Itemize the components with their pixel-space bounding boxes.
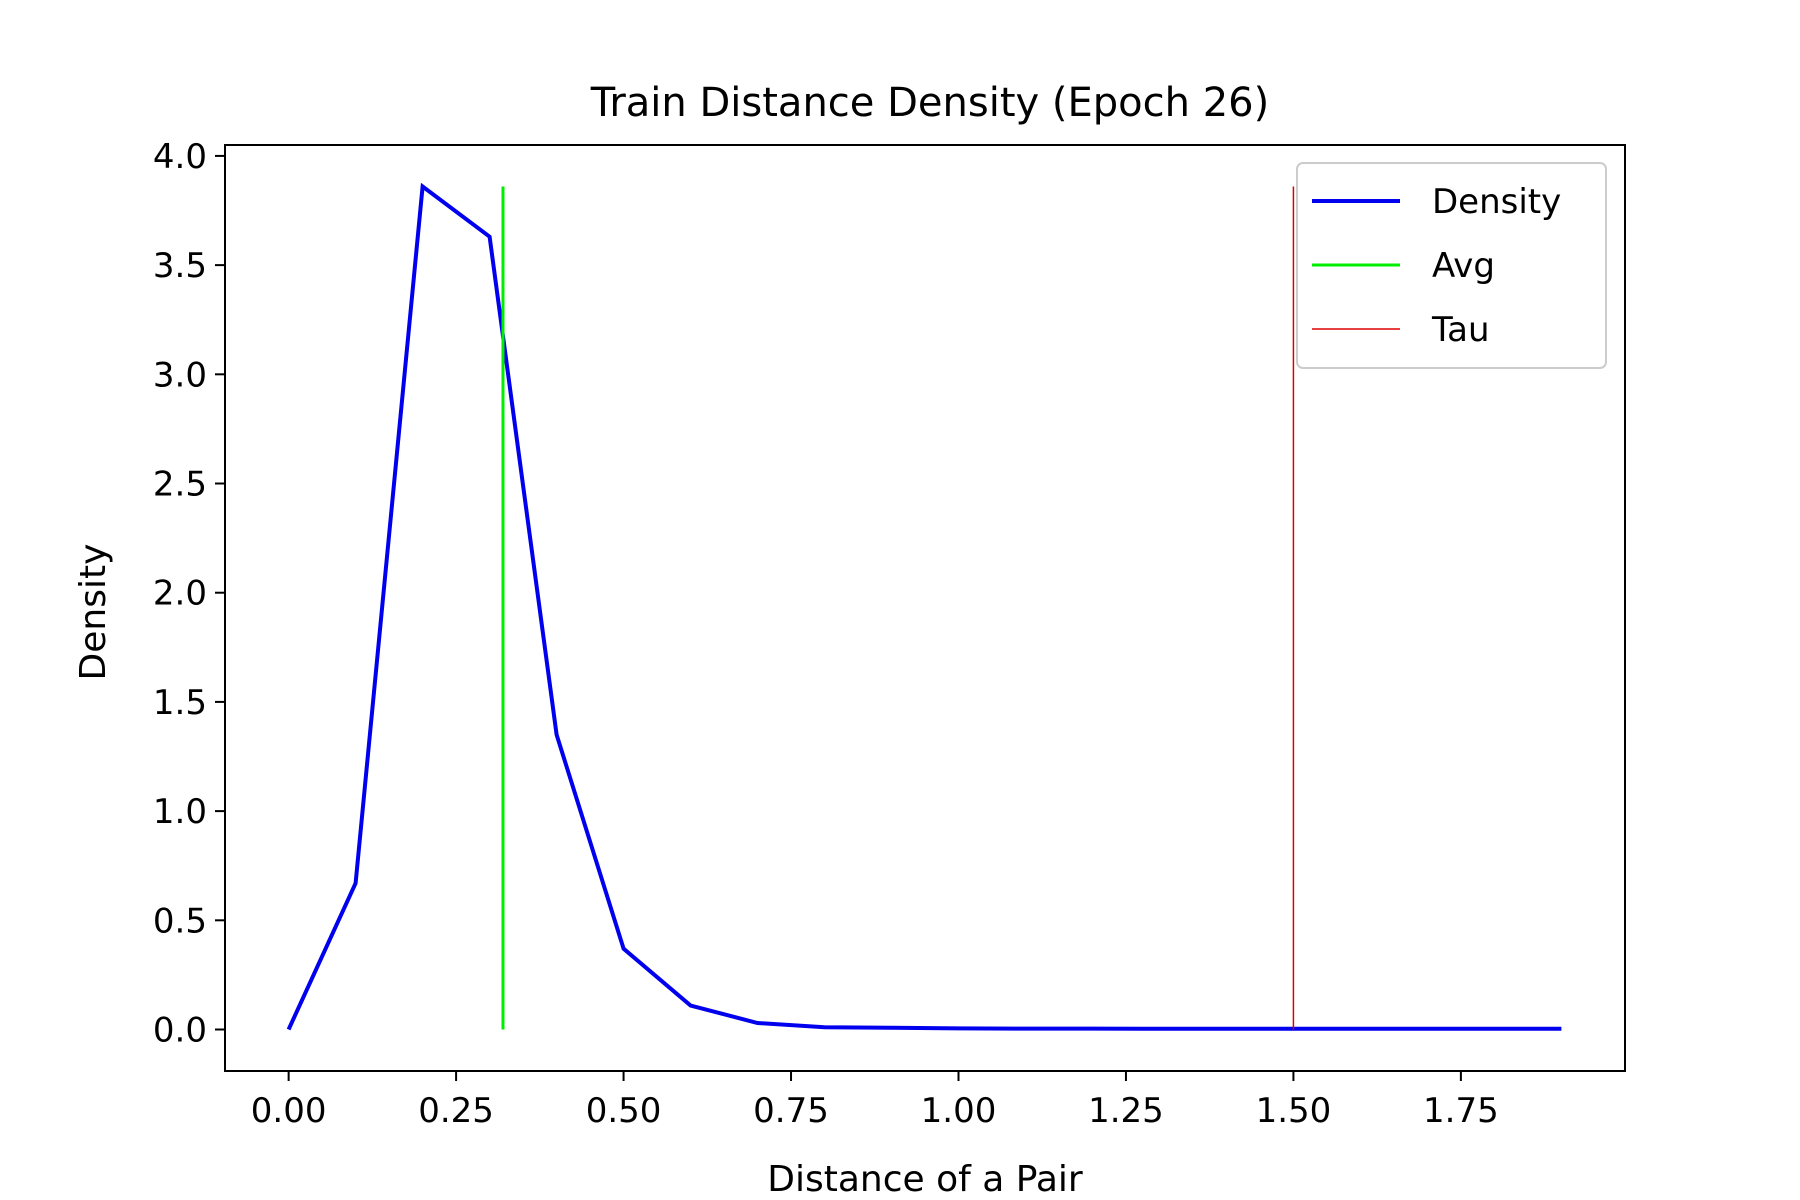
legend-label: Density [1432,182,1561,222]
legend: Density Avg Tau [1296,162,1607,369]
series-line-density [286,182,1562,1031]
y-tick-label: 2.0 [153,574,207,614]
legend-box [1296,162,1607,369]
y-tick-label: 1.5 [153,683,207,723]
y-tick-label: 1.0 [153,792,207,832]
x-axis-label: Distance of a Pair [767,1159,1083,1200]
x-tick-label: 0.50 [586,1091,662,1131]
y-axis-label: Density [73,544,114,681]
y-tick-label: 0.5 [153,901,207,941]
x-tick-label: 0.00 [251,1091,327,1131]
y-axis: 0.0 0.5 1.0 1.5 2.0 2.5 3.0 3.5 4.0 [153,137,225,1051]
x-tick-label: 1.25 [1088,1091,1164,1131]
plot-frame [224,144,1626,1072]
y-tick-label: 4.0 [153,137,207,177]
y-tick-label: 2.5 [153,465,207,505]
y-tick-label: 3.0 [153,355,207,395]
y-tick-label: 0.0 [153,1011,207,1051]
y-tick-label: 3.5 [153,246,207,286]
x-tick-label: 1.00 [921,1091,997,1131]
x-tick-label: 0.75 [753,1091,829,1131]
x-tick-label: 0.25 [418,1091,494,1131]
plot-area [286,182,1562,1031]
chart-title: Train Distance Density (Epoch 26) [590,80,1269,126]
legend-label: Tau [1431,310,1490,350]
x-tick-label: 1.75 [1423,1091,1499,1131]
legend-label: Avg [1432,246,1495,286]
x-axis: 0.00 0.25 0.50 0.75 1.00 1.25 1.50 1.75 [251,1071,1499,1131]
x-tick-label: 1.50 [1256,1091,1332,1131]
